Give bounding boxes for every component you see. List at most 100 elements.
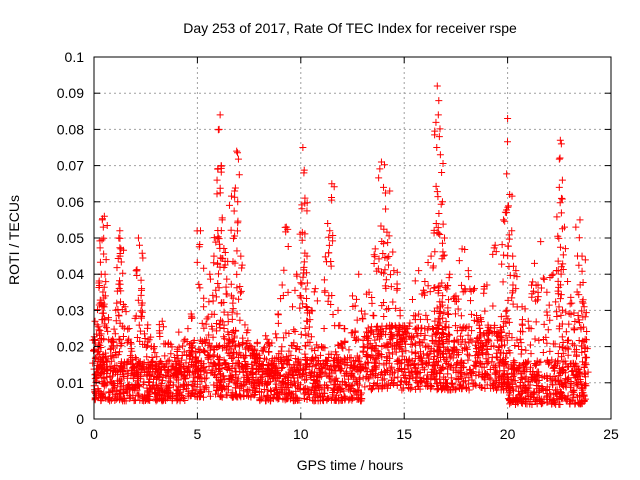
data-point: [517, 374, 525, 382]
data-point: [398, 377, 406, 385]
data-point: [117, 358, 125, 366]
data-point: [116, 234, 124, 242]
data-point: [437, 333, 445, 341]
data-point: [302, 331, 310, 339]
data-point: [384, 380, 392, 388]
data-point: [258, 347, 266, 355]
data-point: [464, 267, 472, 275]
data-point: [186, 371, 194, 379]
data-point: [357, 307, 365, 315]
data-point: [370, 259, 378, 267]
data-point: [205, 362, 213, 370]
data-point: [468, 376, 476, 384]
data-point: [115, 312, 123, 320]
data-point: [111, 330, 119, 338]
data-point: [381, 161, 389, 169]
data-point: [260, 392, 268, 400]
data-point: [312, 353, 320, 361]
data-point: [195, 280, 203, 288]
data-point: [134, 234, 142, 242]
data-point: [581, 256, 589, 264]
data-point: [302, 342, 310, 350]
data-point: [367, 329, 375, 337]
data-point: [466, 335, 474, 343]
data-point: [584, 368, 592, 376]
data-point: [282, 353, 290, 361]
data-point: [345, 346, 353, 354]
data-point: [484, 351, 492, 359]
data-point: [103, 222, 111, 230]
data-point: [227, 226, 235, 234]
data-point: [564, 351, 572, 359]
data-point: [502, 358, 510, 366]
data-point: [210, 234, 218, 242]
data-point: [505, 383, 513, 391]
data-point: [100, 234, 108, 242]
data-point: [317, 343, 325, 351]
data-point: [508, 192, 516, 200]
data-point: [439, 353, 447, 361]
data-point: [305, 323, 313, 331]
data-point: [491, 369, 499, 377]
data-point: [443, 282, 451, 290]
data-point: [138, 285, 146, 293]
data-point: [264, 394, 272, 402]
data-point: [284, 242, 292, 250]
data-point: [319, 396, 327, 404]
data-point: [162, 372, 170, 380]
data-point: [362, 363, 370, 371]
data-point: [428, 371, 436, 379]
data-point: [225, 362, 233, 370]
data-point: [123, 384, 131, 392]
data-point: [280, 266, 288, 274]
data-point: [96, 258, 104, 266]
data-point: [498, 342, 506, 350]
data-point: [111, 397, 119, 405]
data-point: [453, 360, 461, 368]
data-point: [481, 376, 489, 384]
data-point: [483, 381, 491, 389]
data-point: [413, 370, 421, 378]
data-point: [241, 321, 249, 329]
data-point: [147, 343, 155, 351]
data-point: [254, 367, 262, 375]
data-point: [244, 337, 252, 345]
data-point: [502, 361, 510, 369]
data-point: [457, 332, 465, 340]
data-point: [97, 369, 105, 377]
data-point: [339, 344, 347, 352]
data-point: [444, 346, 452, 354]
data-point: [208, 325, 216, 333]
data-point: [487, 384, 495, 392]
data-point: [314, 344, 322, 352]
data-point: [216, 364, 224, 372]
data-point: [565, 310, 573, 318]
data-point: [281, 223, 289, 231]
data-point: [300, 365, 308, 373]
x-tick-label: 10: [293, 426, 309, 442]
data-point: [181, 375, 189, 383]
data-point: [550, 363, 558, 371]
data-point: [444, 370, 452, 378]
data-point: [334, 306, 342, 314]
data-point: [578, 252, 586, 260]
data-point: [180, 337, 188, 345]
data-point: [572, 223, 580, 231]
data-point: [367, 345, 375, 353]
data-point: [393, 268, 401, 276]
data-point: [451, 310, 459, 318]
data-point: [313, 360, 321, 368]
data-point: [174, 354, 182, 362]
data-point: [581, 313, 589, 321]
data-point: [222, 290, 230, 298]
data-point: [537, 284, 545, 292]
data-point: [526, 341, 534, 349]
data-point: [95, 347, 103, 355]
data-point: [504, 203, 512, 211]
data-point: [380, 225, 388, 233]
y-tick-label: 0.03: [57, 302, 84, 318]
data-point: [116, 348, 124, 356]
data-point: [582, 336, 590, 344]
data-point: [533, 400, 541, 408]
